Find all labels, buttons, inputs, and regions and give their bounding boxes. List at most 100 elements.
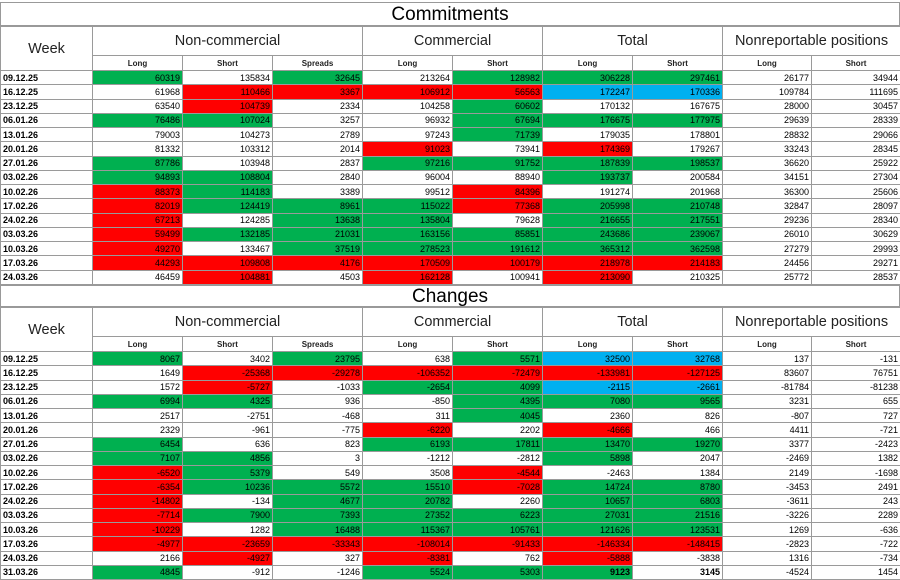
cell-noncomm-short: -5727 [183,380,273,394]
cell-comm-long: 104258 [363,99,453,113]
cell-noncomm-long: -6354 [93,480,183,494]
cell-comm-short: 56563 [453,85,543,99]
cell-total-long: 365312 [543,242,633,256]
cell-total-short: 32768 [633,352,723,366]
cell-nonrep-short: 111695 [812,85,900,99]
cell-comm-short: 105761 [453,523,543,537]
cell-noncomm-long: 4845 [93,565,183,579]
cell-comm-long: -1212 [363,451,453,465]
cell-nonrep-long: -807 [723,409,812,423]
cell-total-short: 6803 [633,494,723,508]
week-cell: 16.12.25 [1,366,93,380]
cell-total-short: 2047 [633,451,723,465]
cell-nonrep-short: 2289 [812,508,900,522]
cell-nonrep-short: 28097 [812,199,900,213]
cell-noncomm-spreads: 8961 [273,199,363,213]
week-cell: 03.03.26 [1,227,93,241]
sub-header: Long [93,337,183,352]
cell-comm-long: 638 [363,352,453,366]
cell-total-short: 826 [633,409,723,423]
cell-comm-long: 106912 [363,85,453,99]
cell-total-short: 210325 [633,270,723,284]
cell-noncomm-short: 1282 [183,523,273,537]
cell-total-short: 201968 [633,185,723,199]
cell-nonrep-short: 27304 [812,170,900,184]
cell-noncomm-short: 103948 [183,156,273,170]
cell-comm-short: 191612 [453,242,543,256]
week-cell: 20.01.26 [1,423,93,437]
cell-nonrep-short: 30629 [812,227,900,241]
cell-noncomm-spreads: 21031 [273,227,363,241]
cell-noncomm-spreads: -468 [273,409,363,423]
cell-comm-short: 60602 [453,99,543,113]
commitments-table: Week Non-commercial Commercial Total Non… [0,26,900,299]
week-cell: 16.12.25 [1,85,93,99]
cell-noncomm-spreads: 2014 [273,142,363,156]
cell-noncomm-long: 94893 [93,170,183,184]
cell-noncomm-long: 79003 [93,128,183,142]
cell-noncomm-spreads: 3257 [273,113,363,127]
cell-total-long: 2360 [543,409,633,423]
cell-total-short: 200584 [633,170,723,184]
cell-nonrep-short: 655 [812,394,900,408]
cell-noncomm-long: 59499 [93,227,183,241]
cell-comm-short: -91433 [453,537,543,551]
sub-header: Short [183,337,273,352]
cell-nonrep-short: 1382 [812,451,900,465]
week-cell: 09.12.25 [1,352,93,366]
cell-comm-short: 77368 [453,199,543,213]
cell-total-short: 3145 [633,565,723,579]
cell-comm-short: 73941 [453,142,543,156]
cell-noncomm-spreads: 5572 [273,480,363,494]
cell-total-long: 10657 [543,494,633,508]
cell-noncomm-short: 103312 [183,142,273,156]
cell-noncomm-spreads: 3389 [273,185,363,199]
week-cell: 03.02.26 [1,451,93,465]
cell-nonrep-short: 30457 [812,99,900,113]
cell-total-long: 187839 [543,156,633,170]
cell-total-long: 179035 [543,128,633,142]
cell-total-long: 14724 [543,480,633,494]
group-header-nonreportable: Nonreportable positions [723,308,900,337]
cell-noncomm-spreads: 549 [273,466,363,480]
cell-comm-long: 311 [363,409,453,423]
cell-noncomm-long: 46459 [93,270,183,284]
group-header-commercial: Commercial [363,27,543,56]
week-cell: 13.01.26 [1,409,93,423]
cell-noncomm-spreads: 37519 [273,242,363,256]
cell-nonrep-long: 36620 [723,156,812,170]
group-header-total: Total [543,27,723,56]
cell-noncomm-spreads: 4176 [273,256,363,270]
cell-comm-long: 6193 [363,437,453,451]
cell-comm-long: 3508 [363,466,453,480]
week-cell: 06.01.26 [1,113,93,127]
cell-total-long: 27031 [543,508,633,522]
cell-noncomm-spreads: 7393 [273,508,363,522]
cell-noncomm-short: 636 [183,437,273,451]
cell-noncomm-spreads: 327 [273,551,363,565]
cell-noncomm-short: -4927 [183,551,273,565]
cell-noncomm-spreads: 13638 [273,213,363,227]
cell-comm-long: -108014 [363,537,453,551]
changes-table: Week Non-commercial Commercial Total Non… [0,307,900,580]
cell-nonrep-long: 83607 [723,366,812,380]
cell-comm-long: 115367 [363,523,453,537]
week-cell: 03.02.26 [1,170,93,184]
sub-header: Long [723,56,812,71]
cell-nonrep-long: 28832 [723,128,812,142]
cell-comm-long: 97216 [363,156,453,170]
cell-nonrep-short: 28345 [812,142,900,156]
cell-comm-long: 278523 [363,242,453,256]
week-cell: 20.01.26 [1,142,93,156]
week-cell: 10.03.26 [1,523,93,537]
cell-comm-short: 79628 [453,213,543,227]
cell-noncomm-long: 61968 [93,85,183,99]
cell-comm-long: -6220 [363,423,453,437]
cell-total-short: 198537 [633,156,723,170]
cell-nonrep-long: 29236 [723,213,812,227]
cell-nonrep-short: 25922 [812,156,900,170]
cell-noncomm-short: 124419 [183,199,273,213]
